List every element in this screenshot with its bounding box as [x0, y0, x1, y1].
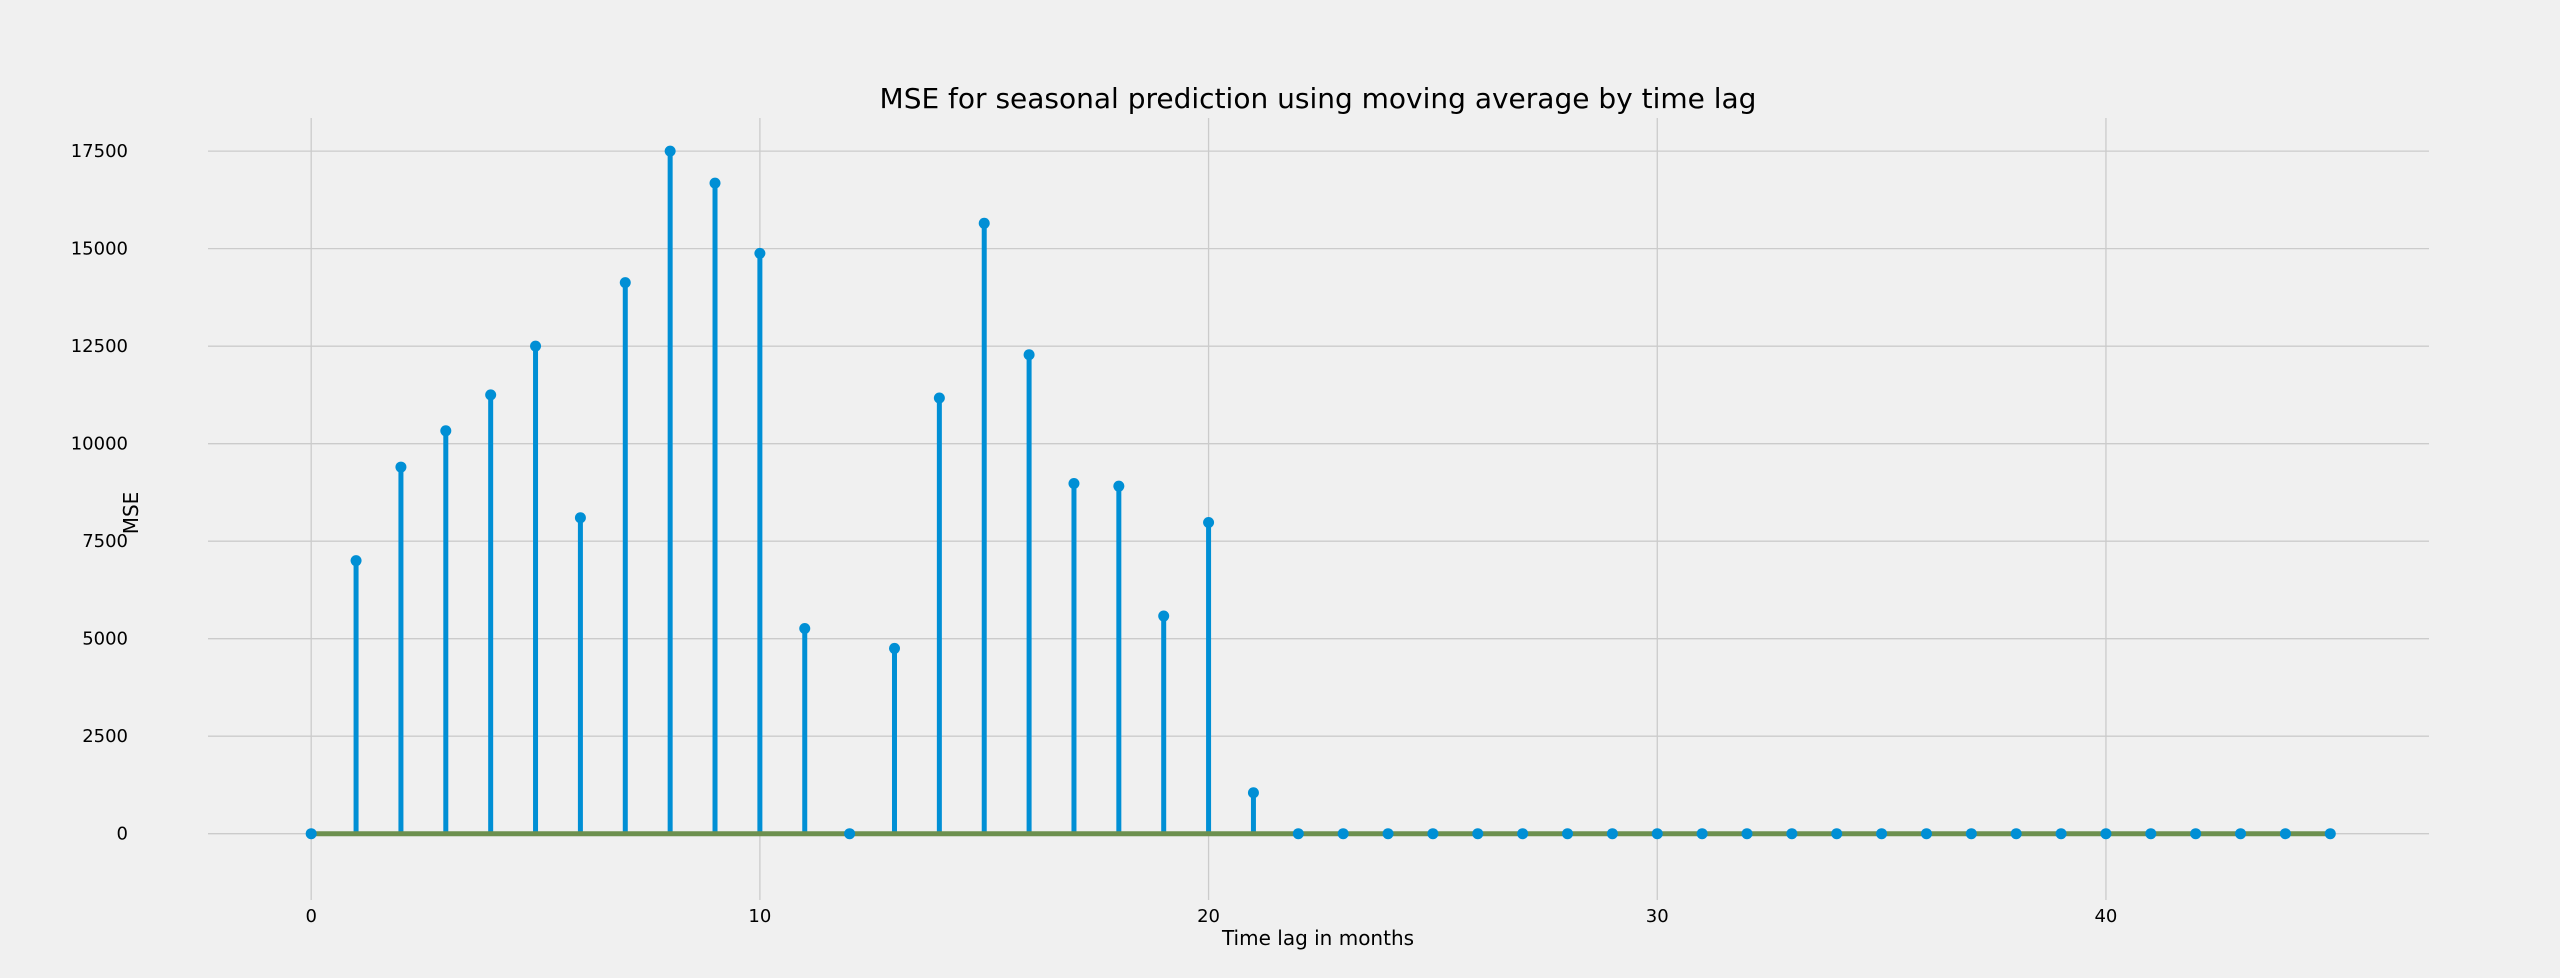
- stem-marker: [754, 247, 766, 259]
- stem-marker: [2324, 828, 2336, 840]
- stem-marker: [2190, 828, 2202, 840]
- stem-marker: [1831, 828, 1843, 840]
- stem-marker: [1068, 477, 1080, 489]
- stem-marker: [709, 177, 721, 189]
- stem-marker: [1247, 787, 1259, 799]
- y-tick-label: 15000: [71, 239, 128, 260]
- stem-marker: [2235, 828, 2247, 840]
- y-tick-label: 17500: [71, 141, 128, 162]
- stem-marker: [1203, 516, 1215, 528]
- stem-marker: [1023, 349, 1035, 361]
- y-axis-label: MSE: [119, 492, 143, 535]
- stem-marker: [1786, 828, 1798, 840]
- x-axis-tick-labels: 0 10 20 30 40: [305, 906, 2117, 927]
- stem-marker: [2145, 828, 2157, 840]
- y-tick-label: 2500: [82, 726, 128, 747]
- stem-marker: [978, 217, 990, 229]
- stem-marker: [1965, 828, 1977, 840]
- stem-marker: [2010, 828, 2022, 840]
- stem-marker: [1562, 828, 1574, 840]
- stem-marker: [664, 145, 676, 157]
- stem-marker: [305, 828, 317, 840]
- x-tick-label: 40: [2094, 906, 2117, 927]
- stem-marker: [1292, 828, 1304, 840]
- y-tick-label: 5000: [82, 629, 128, 650]
- stem-marker: [1606, 828, 1618, 840]
- y-tick-label: 12500: [71, 336, 128, 357]
- x-axis-label: Time lag in months: [1221, 926, 1414, 950]
- stem-marker: [888, 642, 900, 654]
- stem-marker: [1741, 828, 1753, 840]
- stem-marker: [2279, 828, 2291, 840]
- stem-marker: [485, 389, 497, 401]
- stem-marker: [619, 277, 631, 289]
- y-tick-label: 0: [117, 824, 128, 845]
- stem-marker: [1382, 828, 1394, 840]
- stem-marker: [1517, 828, 1529, 840]
- stem-marker: [2055, 828, 2067, 840]
- stem-lines: [353, 151, 1256, 834]
- stem-marker: [440, 425, 452, 437]
- stem-markers: [305, 145, 2336, 840]
- x-tick-label: 30: [1646, 906, 1669, 927]
- stem-marker: [395, 461, 407, 473]
- x-tick-label: 20: [1197, 906, 1220, 927]
- stem-marker: [1337, 828, 1349, 840]
- stem-marker: [1696, 828, 1708, 840]
- grid: [208, 118, 2429, 900]
- chart-title: MSE for seasonal prediction using moving…: [880, 82, 1757, 115]
- stem-marker: [1427, 828, 1439, 840]
- stem-marker: [2100, 828, 2112, 840]
- x-tick-label: 10: [748, 906, 771, 927]
- stem-marker: [1651, 828, 1663, 840]
- stem-marker: [799, 623, 811, 635]
- stem-marker: [350, 555, 362, 567]
- stem-marker: [530, 340, 542, 352]
- x-tick-label: 0: [305, 906, 316, 927]
- y-tick-label: 7500: [82, 531, 128, 552]
- stem-marker: [1472, 828, 1484, 840]
- y-axis-tick-labels: 0 2500 5000 7500 10000 12500 15000 17500: [71, 141, 128, 845]
- y-tick-label: 10000: [71, 434, 128, 455]
- stem-marker: [1113, 480, 1125, 492]
- stem-marker: [933, 392, 945, 404]
- stem-marker: [1876, 828, 1888, 840]
- stem-marker: [1158, 610, 1170, 622]
- stem-marker: [574, 512, 586, 524]
- stem-marker: [1920, 828, 1932, 840]
- stem-marker: [844, 828, 856, 840]
